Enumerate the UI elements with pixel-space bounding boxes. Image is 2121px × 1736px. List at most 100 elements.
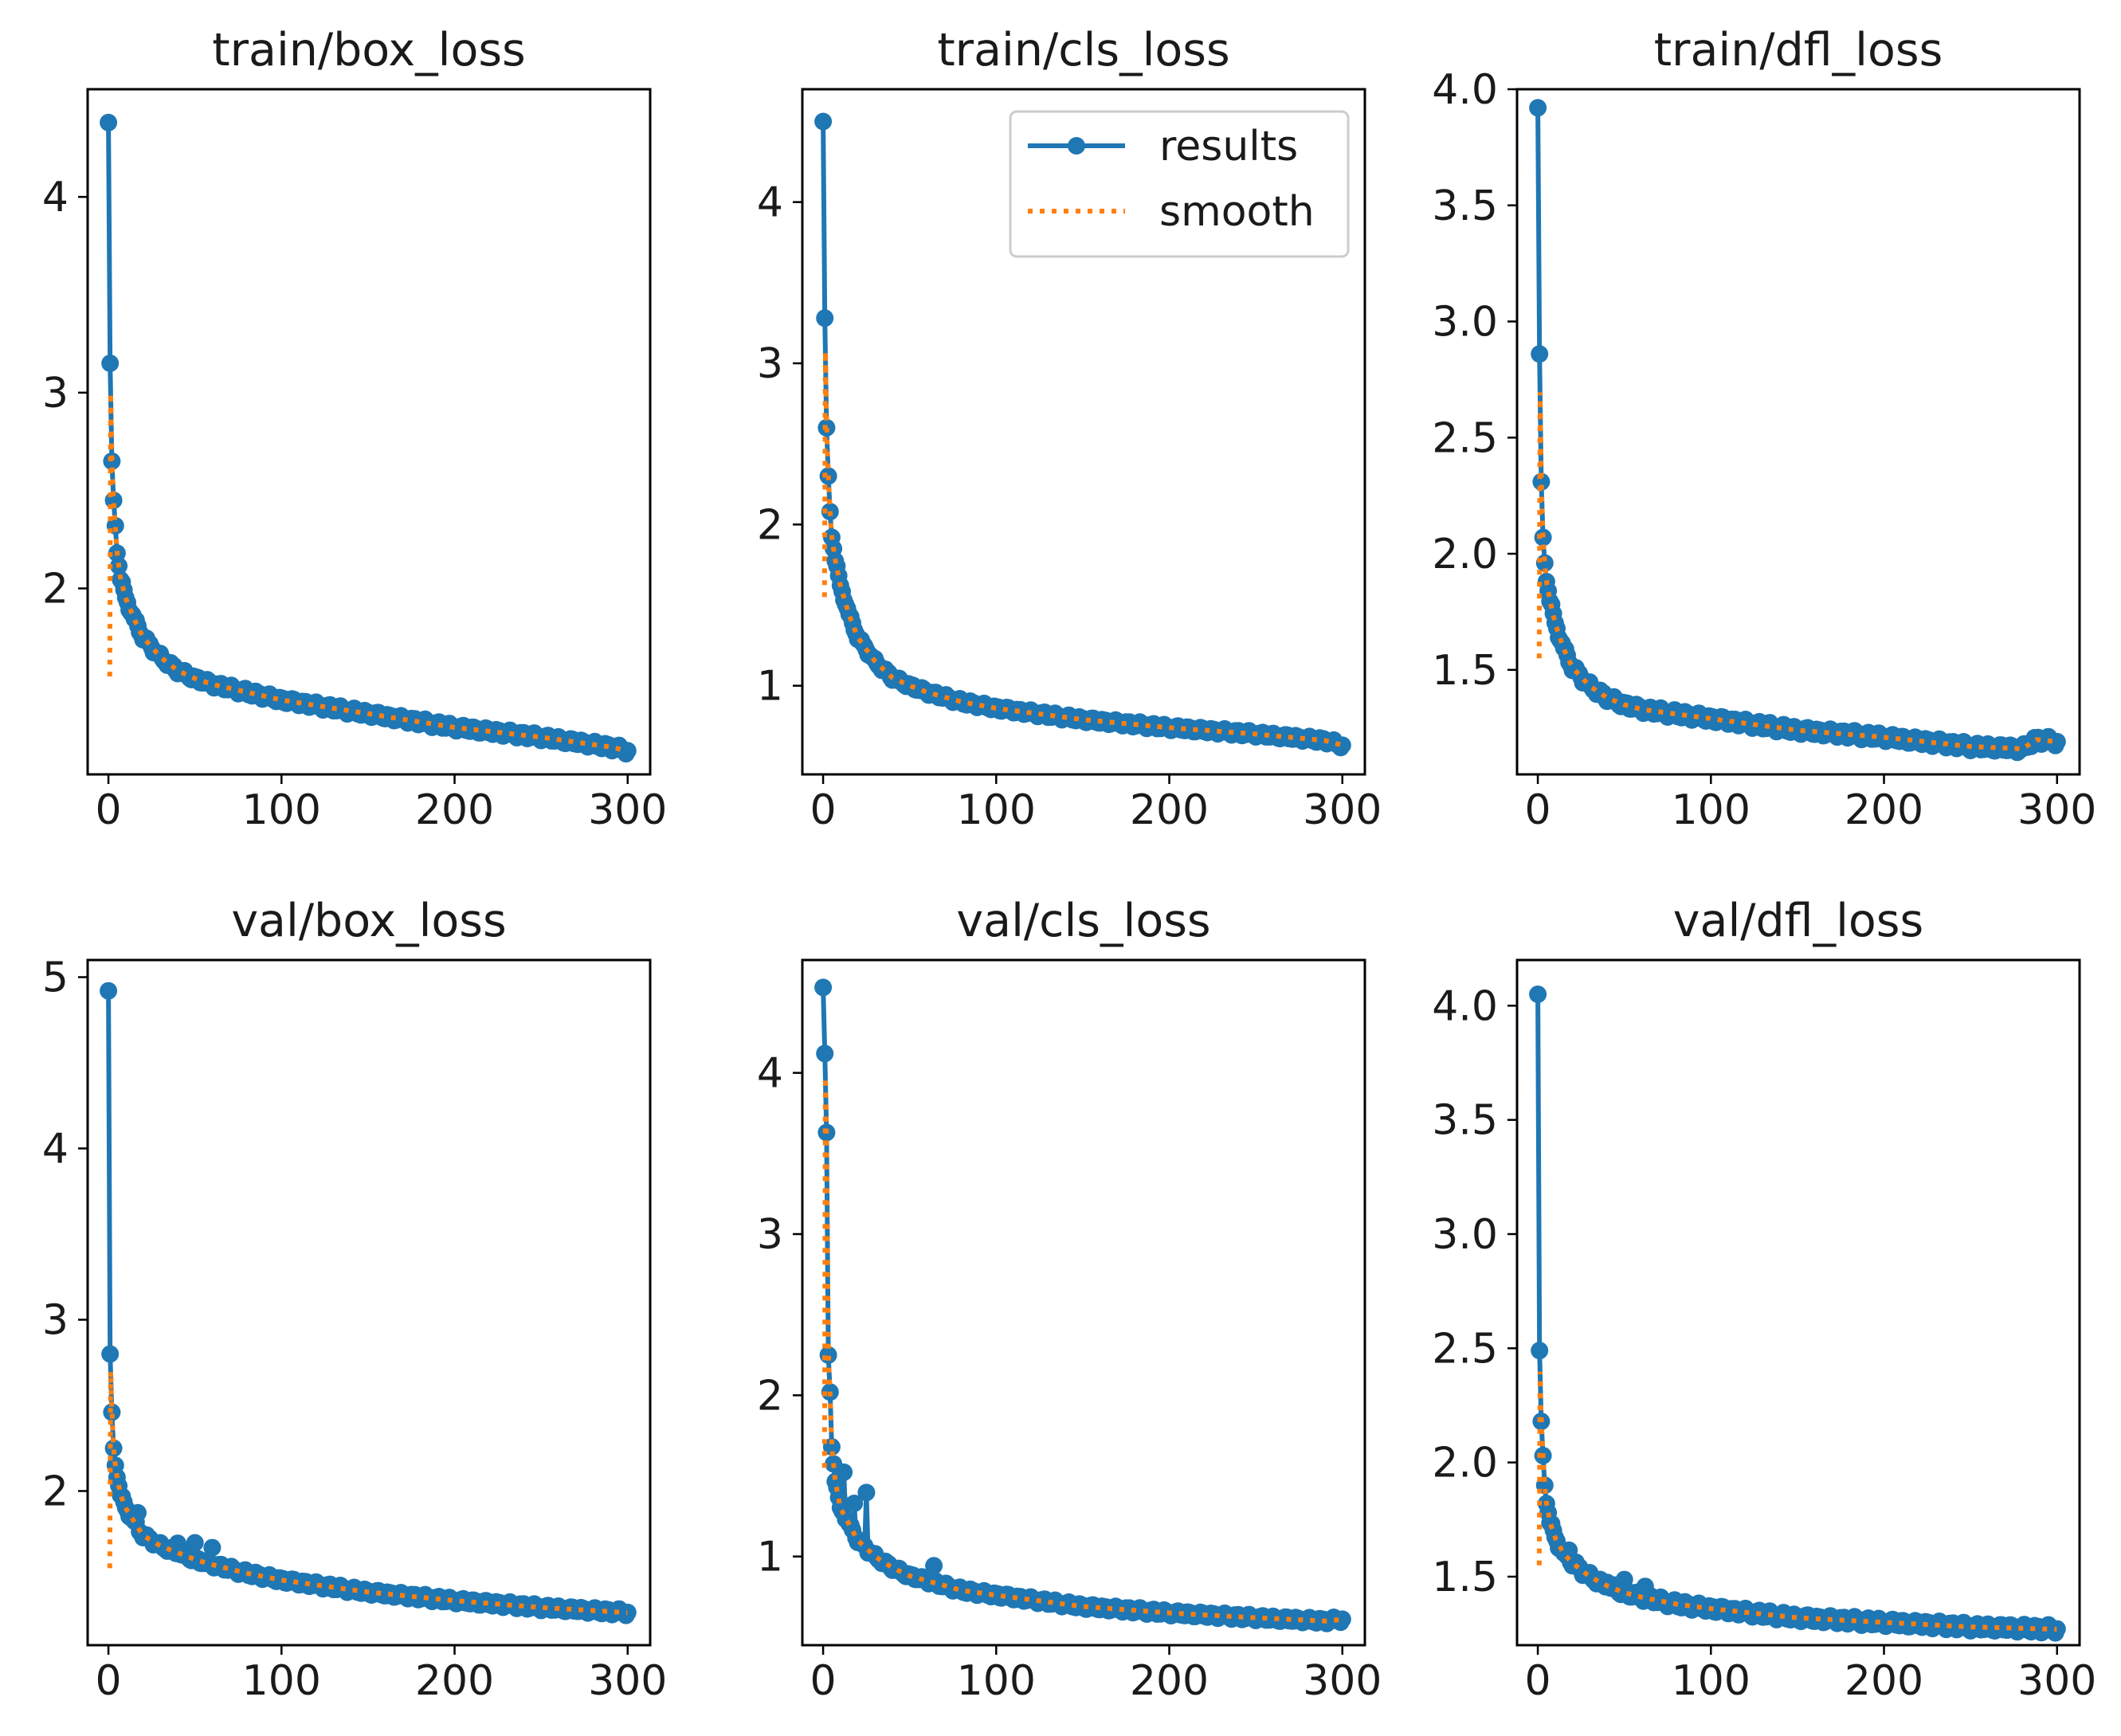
plot-area [1529, 99, 2066, 762]
plot-area [1529, 986, 2066, 1642]
y-tick-label: 3 [757, 1211, 783, 1259]
subplot-title: train/cls_loss [937, 24, 1229, 76]
y-tick-label: 2 [42, 1468, 69, 1516]
results-point [835, 1463, 853, 1481]
y-tick-label: 3.5 [1432, 182, 1498, 230]
x-tick-label: 100 [957, 1657, 1036, 1705]
results-point [814, 978, 833, 997]
plot-area [814, 112, 1351, 757]
y-tick-label: 3 [42, 370, 69, 417]
results-point [101, 1345, 120, 1363]
x-tick-label: 300 [2017, 1657, 2096, 1705]
x-tick-label: 300 [588, 1657, 667, 1705]
subplot-val-cls-loss: val/cls_loss 0 100 200 300 1 2 3 4 [757, 895, 1382, 1705]
results-point [816, 309, 834, 327]
subplot-val-dfl-loss: val/dfl_loss 0 100 200 300 1.5 2.0 2.5 3.0 3.5 4.0 [1432, 895, 2096, 1705]
y-tick-label: 4 [757, 1050, 783, 1098]
subplot-title: val/dfl_loss [1673, 895, 1923, 947]
x-tick-label: 300 [588, 786, 667, 834]
x-tick-label: 100 [242, 786, 321, 834]
y-tick-label: 2 [42, 566, 69, 613]
results-line [1535, 108, 2060, 755]
y-tick-label: 3.0 [1432, 299, 1498, 347]
y-tick-label: 1.5 [1432, 647, 1498, 695]
axes-frame [86, 958, 652, 1647]
subplot-title: val/box_loss [231, 895, 506, 947]
x-tick-label: 200 [1130, 786, 1209, 834]
x-tick-label: 100 [1672, 1657, 1751, 1705]
results-point [1529, 986, 1547, 1003]
results-point [814, 112, 833, 131]
x-tick-label: 300 [1303, 786, 1382, 834]
smooth-line [821, 1077, 1343, 1624]
results-point [816, 1044, 834, 1063]
y-tick-label: 4 [757, 179, 783, 227]
y-tick-label: 2 [757, 501, 783, 549]
x-tick-label: 0 [810, 1657, 837, 1705]
y-tick-label: 3 [42, 1297, 69, 1345]
results-point [618, 742, 637, 760]
plot-area [100, 982, 637, 1624]
axes-frame [801, 958, 1366, 1647]
results-point [203, 1538, 222, 1557]
smooth-line [821, 351, 1343, 748]
y-tick-label: 5 [42, 954, 69, 1002]
results-point [857, 1483, 876, 1502]
x-tick-label: 200 [1845, 786, 1923, 834]
subplot-train-cls-loss: train/cls_loss 0 100 200 300 1 2 3 4 results smoot… [757, 24, 1382, 834]
results-point [2048, 1620, 2066, 1638]
plot-area [814, 978, 1351, 1632]
x-tick-label: 0 [810, 786, 837, 834]
x-tick-label: 100 [242, 1657, 321, 1705]
results-line [821, 987, 1345, 1626]
y-tick-label: 3 [757, 340, 783, 388]
x-tick-label: 100 [1672, 786, 1751, 834]
legend-results-marker [1068, 137, 1085, 155]
y-tick-label: 1 [757, 1534, 783, 1581]
y-tick-label: 1.5 [1432, 1554, 1498, 1601]
legend-smooth-label: smooth [1159, 188, 1315, 236]
y-tick-label: 4.0 [1432, 66, 1498, 114]
plot-area [100, 113, 637, 763]
results-point [2048, 732, 2066, 750]
results-point [1534, 528, 1552, 547]
x-tick-label: 0 [96, 786, 122, 834]
smooth-line [1536, 1371, 2057, 1632]
subplot-train-box-loss: train/box_loss 0 100 200 300 2 3 4 [42, 24, 667, 834]
results-point [101, 355, 120, 372]
results-point [186, 1534, 204, 1552]
smooth-line [107, 1371, 628, 1616]
y-tick-label: 4 [42, 1126, 69, 1174]
x-tick-label: 0 [1525, 786, 1551, 834]
results-point [925, 1557, 943, 1575]
subplot-val-box-loss: val/box_loss 0 100 200 300 2 3 4 5 [42, 895, 667, 1705]
x-tick-label: 200 [1845, 1657, 1923, 1705]
y-tick-label: 4.0 [1432, 982, 1498, 1030]
y-tick-label: 2.0 [1432, 531, 1498, 578]
subplot-title: train/dfl_loss [1654, 24, 1943, 76]
subplot-train-dfl-loss: train/dfl_loss 0 100 200 300 1.5 2.0 2.5 3.0 3.5 4… [1432, 24, 2096, 834]
axes-frame [801, 88, 1366, 776]
results-point [1532, 472, 1551, 491]
y-tick-label: 2 [757, 1372, 783, 1420]
y-tick-label: 1 [757, 663, 783, 711]
legend-results-label: results [1159, 123, 1298, 170]
legend: results smooth [1009, 110, 1350, 258]
x-tick-label: 100 [957, 786, 1036, 834]
axes-frame [86, 88, 652, 776]
y-tick-label: 4 [42, 174, 69, 221]
results-point [618, 1603, 637, 1621]
y-tick-label: 3.5 [1432, 1097, 1498, 1145]
results-point [822, 1438, 841, 1456]
results-point [1333, 1610, 1351, 1628]
y-tick-label: 2.0 [1432, 1440, 1498, 1487]
axes-frame [1515, 958, 2081, 1647]
y-tick-label: 2.5 [1432, 1325, 1498, 1373]
x-tick-label: 300 [1303, 1657, 1382, 1705]
results-line [106, 122, 630, 757]
subplot-title: train/box_loss [212, 24, 526, 76]
results-point [819, 1346, 837, 1364]
results-point [1531, 345, 1549, 363]
x-tick-label: 200 [415, 1657, 494, 1705]
x-tick-label: 300 [2017, 786, 2096, 834]
